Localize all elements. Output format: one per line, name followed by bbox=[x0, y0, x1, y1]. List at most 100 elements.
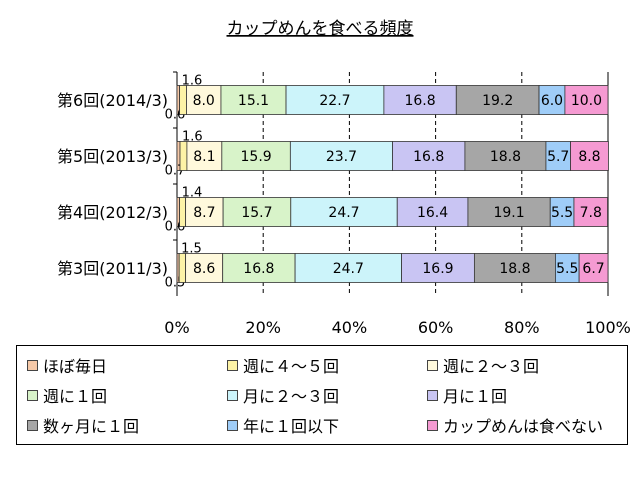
data-label: 5.5 bbox=[556, 261, 578, 277]
data-label: 15.7 bbox=[241, 205, 272, 221]
legend-swatch bbox=[427, 419, 438, 431]
bar-segment bbox=[401, 253, 475, 283]
data-label: 5.5 bbox=[551, 205, 573, 221]
data-label: 15.9 bbox=[241, 149, 272, 165]
bar-segment bbox=[179, 197, 187, 227]
legend-item: カップめんは食べない bbox=[427, 414, 603, 436]
data-label: 16.8 bbox=[243, 261, 274, 277]
data-label: 6.7 bbox=[582, 261, 604, 277]
bar-segment bbox=[185, 197, 224, 227]
bar-segment bbox=[289, 141, 393, 171]
legend-swatch bbox=[227, 419, 238, 431]
x-tick-label: 100% bbox=[585, 318, 631, 337]
data-label: 7.8 bbox=[580, 205, 602, 221]
data-label: 24.7 bbox=[333, 261, 364, 277]
x-tick-label: 60% bbox=[418, 318, 454, 337]
category-labels: 第6回(2014/3) 第5回(2013/3) 第4回(2012/3) 第3回(201… bbox=[57, 91, 168, 278]
x-tick-label: 20% bbox=[245, 318, 281, 337]
x-tick-label: 40% bbox=[332, 318, 368, 337]
data-label: 22.7 bbox=[319, 93, 350, 109]
data-label: 8.6 bbox=[193, 261, 215, 277]
legend-item: 週に１回 bbox=[27, 384, 107, 406]
legend-label: 数ヶ月に１回 bbox=[43, 417, 140, 436]
chart-title: カップめんを食べる頻度 bbox=[227, 19, 414, 39]
data-label: 23.7 bbox=[326, 149, 357, 165]
bar-segment bbox=[290, 197, 398, 227]
legend-label: 週に４～５回 bbox=[243, 357, 340, 376]
bar-segment bbox=[186, 85, 222, 115]
data-label: 5.7 bbox=[547, 149, 569, 165]
legend-label: ほぼ毎日 bbox=[43, 357, 108, 376]
legend-swatch bbox=[27, 389, 38, 401]
x-tick-label: 80% bbox=[504, 318, 540, 337]
bar-segment bbox=[564, 85, 609, 115]
legend-item: 月に２～３回 bbox=[227, 384, 339, 406]
bar-segment bbox=[455, 85, 540, 115]
legend-item: 数ヶ月に１回 bbox=[27, 414, 139, 436]
legend-swatch bbox=[227, 389, 238, 401]
legend-item: 月に１回 bbox=[427, 384, 507, 406]
x-tick-label: 0% bbox=[164, 318, 189, 337]
bar-segment bbox=[573, 197, 608, 227]
data-label: 8.1 bbox=[193, 149, 215, 165]
legend-swatch bbox=[427, 389, 438, 401]
bar-segment bbox=[185, 253, 224, 283]
data-label: 8.0 bbox=[193, 93, 215, 109]
category-label: 第3回(2011/3) bbox=[57, 259, 168, 278]
legend-label: 週に１回 bbox=[43, 387, 108, 406]
bar-segment bbox=[578, 253, 609, 283]
bar-segment bbox=[570, 141, 609, 171]
bar-segment bbox=[221, 141, 291, 171]
bar-segment bbox=[545, 141, 571, 171]
data-label: 16.8 bbox=[404, 93, 435, 109]
legend-item: 週に２～３回 bbox=[427, 354, 539, 376]
stacked-bar-chart: カップめんを食べる頻度 0.61.68.0 15.1 22.7 16.8 19.2 6.0… bbox=[57, 19, 631, 337]
bar-segment bbox=[179, 85, 187, 115]
bar-segment bbox=[186, 141, 223, 171]
bar-segment bbox=[222, 197, 292, 227]
data-label: 16.9 bbox=[422, 261, 453, 277]
legend-label: カップめんは食べない bbox=[443, 417, 604, 436]
legend-swatch bbox=[27, 359, 38, 371]
data-label: 19.2 bbox=[482, 93, 513, 109]
legend-label: 年に１回以下 bbox=[243, 417, 340, 436]
legend-swatch bbox=[227, 359, 238, 371]
data-label: 16.8 bbox=[413, 149, 444, 165]
data-label: 1.5 bbox=[181, 242, 202, 257]
data-label: 8.7 bbox=[193, 205, 215, 221]
data-label: 1.6 bbox=[182, 74, 203, 89]
data-label: 18.8 bbox=[490, 149, 521, 165]
legend-label: 週に２～３回 bbox=[443, 357, 540, 376]
data-label: 10.0 bbox=[571, 93, 602, 109]
bar-segment bbox=[464, 141, 547, 171]
bar-segment bbox=[285, 85, 385, 115]
category-label: 第5回(2013/3) bbox=[57, 147, 168, 166]
legend-item: 週に４～５回 bbox=[227, 354, 339, 376]
data-label: 8.8 bbox=[578, 149, 600, 165]
bar-group: 0.61.68.0 15.1 22.7 16.8 19.2 6.0 10.00.71.68.… bbox=[165, 74, 609, 291]
category-label: 第6回(2014/3) bbox=[57, 91, 168, 110]
bar-segment bbox=[179, 141, 188, 171]
legend-swatch bbox=[427, 359, 438, 371]
data-label: 18.8 bbox=[499, 261, 530, 277]
data-label: 6.0 bbox=[541, 93, 563, 109]
bar-segment bbox=[392, 141, 466, 171]
category-label: 第4回(2012/3) bbox=[57, 203, 168, 222]
data-label: 15.1 bbox=[238, 93, 269, 109]
bar-segment bbox=[294, 253, 402, 283]
legend-swatch bbox=[27, 419, 38, 431]
bar-segment bbox=[178, 253, 187, 283]
data-label: 19.1 bbox=[493, 205, 524, 221]
bar-segment bbox=[396, 197, 469, 227]
bar-segment bbox=[467, 197, 551, 227]
legend-item: ほぼ毎日 bbox=[27, 354, 107, 376]
bar-segment bbox=[222, 253, 296, 283]
data-label: 1.6 bbox=[182, 130, 203, 145]
legend-label: 月に２～３回 bbox=[243, 387, 340, 406]
legend-item: 年に１回以下 bbox=[227, 414, 339, 436]
data-label: 1.4 bbox=[182, 186, 203, 201]
bar-segment bbox=[473, 253, 556, 283]
legend-label: 月に１回 bbox=[443, 387, 508, 406]
data-label: 16.4 bbox=[417, 205, 448, 221]
legend: ほぼ毎日 週に４～５回 週に２～３回週に１回 月に２～３回 月に１回数ヶ月に１回 年に１回… bbox=[16, 345, 628, 445]
